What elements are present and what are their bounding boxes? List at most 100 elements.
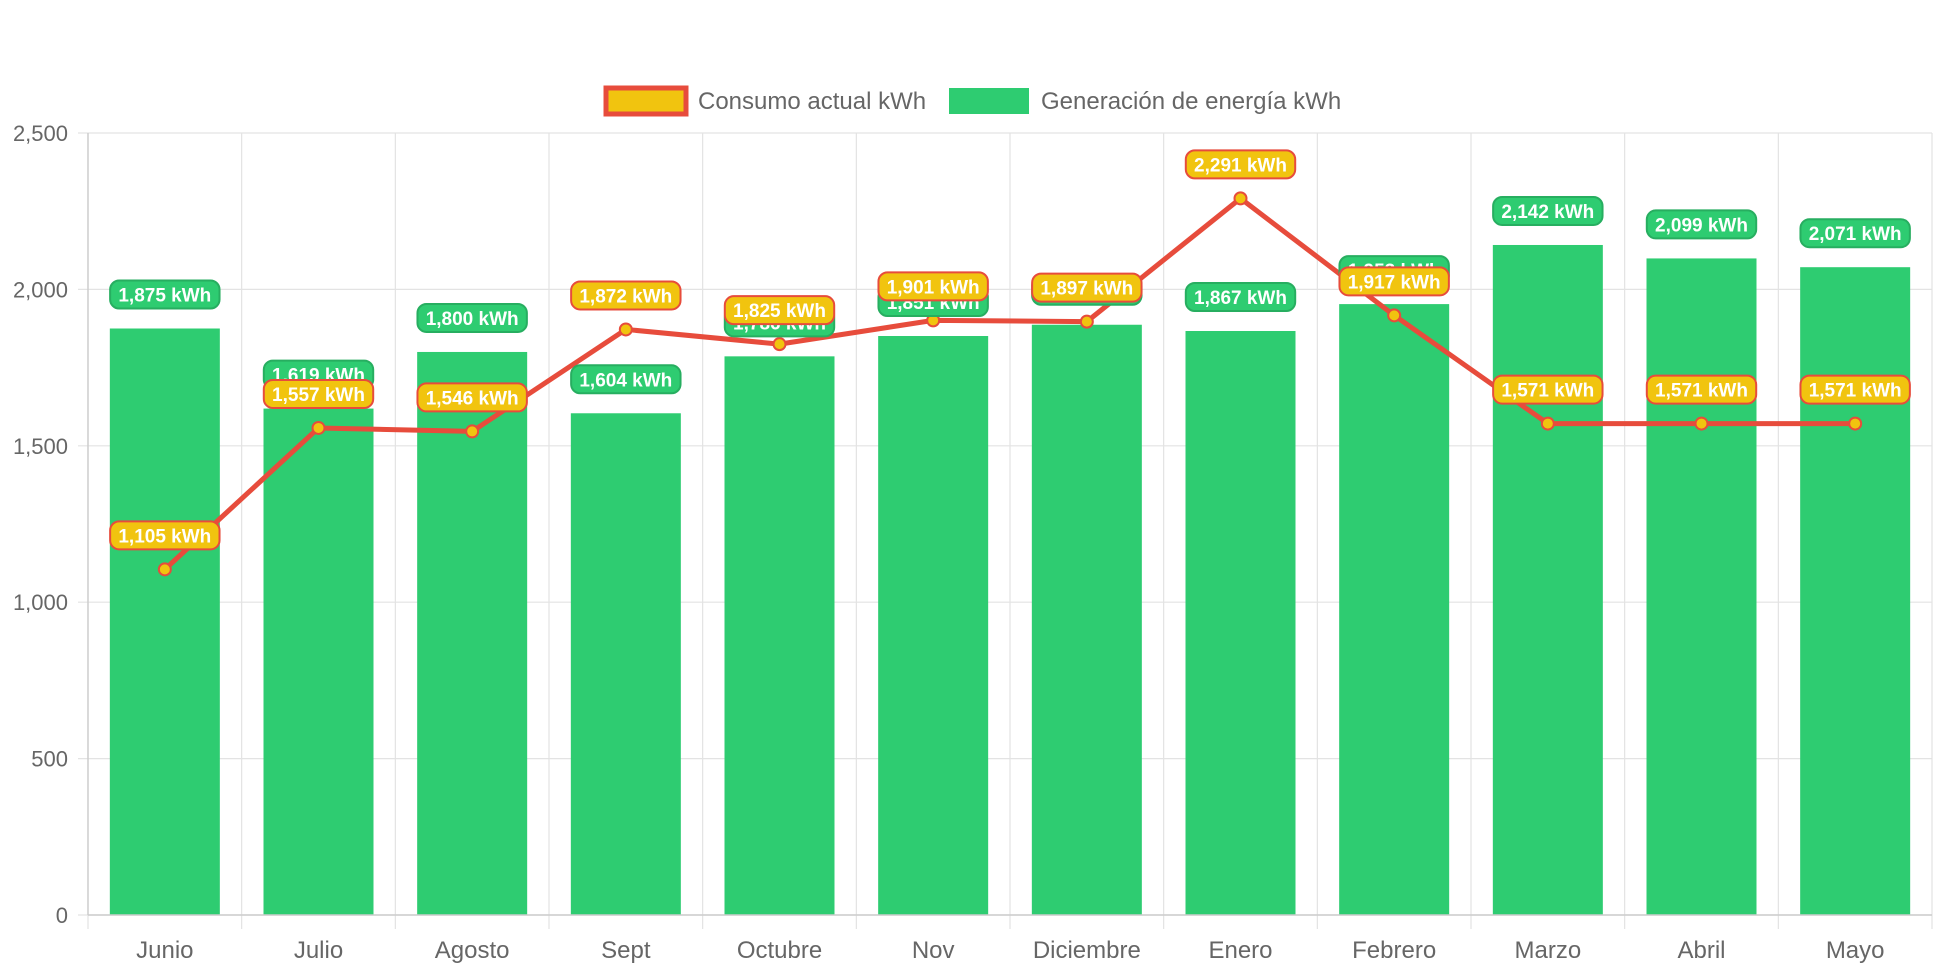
bar-data-label-bg <box>1184 282 1297 313</box>
line-data-label: 1,897 kWh <box>1031 272 1143 303</box>
line-data-label-bg <box>1184 149 1297 180</box>
bar-data-label: 1,867 kWh <box>1184 282 1297 313</box>
bar-data-label-text: 2,099 kWh <box>1655 215 1748 236</box>
x-tick-label: Abril <box>1677 937 1725 964</box>
line-data-label-text: 1,105 kWh <box>118 526 211 547</box>
line-data-label-bg <box>1492 374 1604 405</box>
line-data-label-text: 1,546 kWh <box>426 388 519 409</box>
x-tick-label: Julio <box>294 937 343 964</box>
line-point-consumo <box>618 322 633 337</box>
bar-generacion <box>878 336 989 915</box>
x-tick-label: Diciembre <box>1033 937 1141 964</box>
bar-data-label-bg <box>1492 195 1604 226</box>
line-point-consumo <box>1540 416 1555 431</box>
line-data-label-text: 1,571 kWh <box>1809 381 1902 402</box>
bar-data-label-text: 2,142 kWh <box>1501 202 1594 223</box>
grid <box>78 132 1933 929</box>
bar-generacion <box>263 408 374 915</box>
y-tick-label: 1,000 <box>13 590 68 615</box>
line-data-label-bg <box>877 271 989 302</box>
bar-generacion <box>1339 304 1450 916</box>
bars <box>109 244 1911 916</box>
bar-data-label: 2,071 kWh <box>1799 218 1911 249</box>
x-tick-label: Sept <box>601 937 651 964</box>
bar-data-label-bg <box>1645 209 1758 240</box>
line-point-consumo <box>1233 191 1248 206</box>
line-data-label-bg <box>109 520 221 551</box>
bar-data-label-text: 1,800 kWh <box>426 309 519 330</box>
bar-generacion <box>1800 267 1911 916</box>
line-data-label-bg <box>1645 374 1758 405</box>
bar-generacion <box>417 351 528 916</box>
y-tick-label: 1,500 <box>13 434 68 459</box>
line-data-label-bg <box>723 295 836 326</box>
bar-data-label-bg <box>570 364 682 395</box>
line-data-label: 1,825 kWh <box>723 295 836 326</box>
line-data-label: 1,571 kWh <box>1799 374 1911 405</box>
y-tick-label: 2,500 <box>13 121 68 146</box>
line-data-labels: 1,105 kWh 1,557 kWh 1,546 kWh 1,872 kWh 1,82… <box>109 149 1911 551</box>
bar-data-label-text: 2,071 kWh <box>1809 224 1902 245</box>
bar-data-label: 1,875 kWh <box>109 279 221 310</box>
line-data-label-bg <box>416 382 528 413</box>
bar-data-label: 2,142 kWh <box>1492 195 1604 226</box>
line-data-label: 2,291 kWh <box>1184 149 1297 180</box>
line-data-label: 1,872 kWh <box>570 280 682 311</box>
y-tick-label: 0 <box>56 903 68 928</box>
line-data-label-text: 1,917 kWh <box>1348 272 1441 293</box>
x-tick-label: Mayo <box>1826 937 1885 964</box>
line-data-label-bg <box>1799 374 1911 405</box>
bar-data-label-bg <box>416 302 528 333</box>
line-data-label-bg <box>262 378 375 409</box>
line-data-label-bg <box>1338 266 1450 297</box>
bar-generacion <box>109 328 220 915</box>
line-data-label: 1,901 kWh <box>877 271 989 302</box>
bar-generacion <box>1646 258 1757 915</box>
line-data-label-text: 1,571 kWh <box>1501 381 1594 402</box>
x-tick-label: Junio <box>136 937 193 964</box>
line-data-label: 1,546 kWh <box>416 382 528 413</box>
line-point-consumo <box>311 420 326 435</box>
line-data-label-text: 1,825 kWh <box>733 301 826 322</box>
axes: 0 500 1,000 1,500 2,000 2,500 Junio Julio Agosto… <box>13 121 1932 964</box>
line-point-consumo <box>1694 416 1709 431</box>
bar-data-label-text: 1,604 kWh <box>579 370 672 391</box>
line-data-label: 1,917 kWh <box>1338 266 1450 297</box>
line-consumo <box>163 195 1856 572</box>
line-data-label: 1,557 kWh <box>262 378 375 409</box>
line-point-consumo <box>1387 308 1402 323</box>
bar-generacion <box>724 356 835 915</box>
x-tick-label: Marzo <box>1514 937 1581 964</box>
bar-generacion <box>570 413 681 915</box>
line-point-consumo <box>1079 314 1094 329</box>
line-data-label-text: 1,872 kWh <box>579 286 672 307</box>
bar-generacion <box>1492 244 1603 915</box>
line-data-label: 1,105 kWh <box>109 520 221 551</box>
line-data-label-text: 1,897 kWh <box>1040 279 1133 300</box>
bar-data-label: 1,800 kWh <box>416 302 528 333</box>
bar-generacion <box>1185 331 1296 915</box>
line-data-label: 1,571 kWh <box>1492 374 1604 405</box>
line-data-label-text: 1,571 kWh <box>1655 381 1748 402</box>
line-data-label-bg <box>1031 272 1143 303</box>
line-data-label-bg <box>570 280 682 311</box>
legend-swatch-generacion <box>949 88 1029 114</box>
bar-generacion <box>1031 324 1142 915</box>
x-tick-label: Enero <box>1208 937 1272 964</box>
line-point-consumo <box>465 424 480 439</box>
bar-data-label: 2,099 kWh <box>1645 209 1758 240</box>
bar-data-label-bg <box>1799 218 1911 249</box>
x-tick-label: Agosto <box>435 937 510 964</box>
line-data-label-text: 1,901 kWh <box>887 277 980 298</box>
bar-data-label-text: 1,875 kWh <box>118 286 211 307</box>
legend: Consumo actual kWh Generación de energía… <box>603 85 1341 117</box>
line-point-consumo <box>772 337 787 352</box>
line-data-label-text: 2,291 kWh <box>1194 155 1287 176</box>
x-tick-label: Octubre <box>737 937 822 964</box>
line-data-label-text: 1,557 kWh <box>272 385 365 406</box>
legend-swatch-consumo <box>603 85 689 117</box>
bar-data-label-bg <box>109 279 221 310</box>
line-point-consumo <box>1848 416 1863 431</box>
